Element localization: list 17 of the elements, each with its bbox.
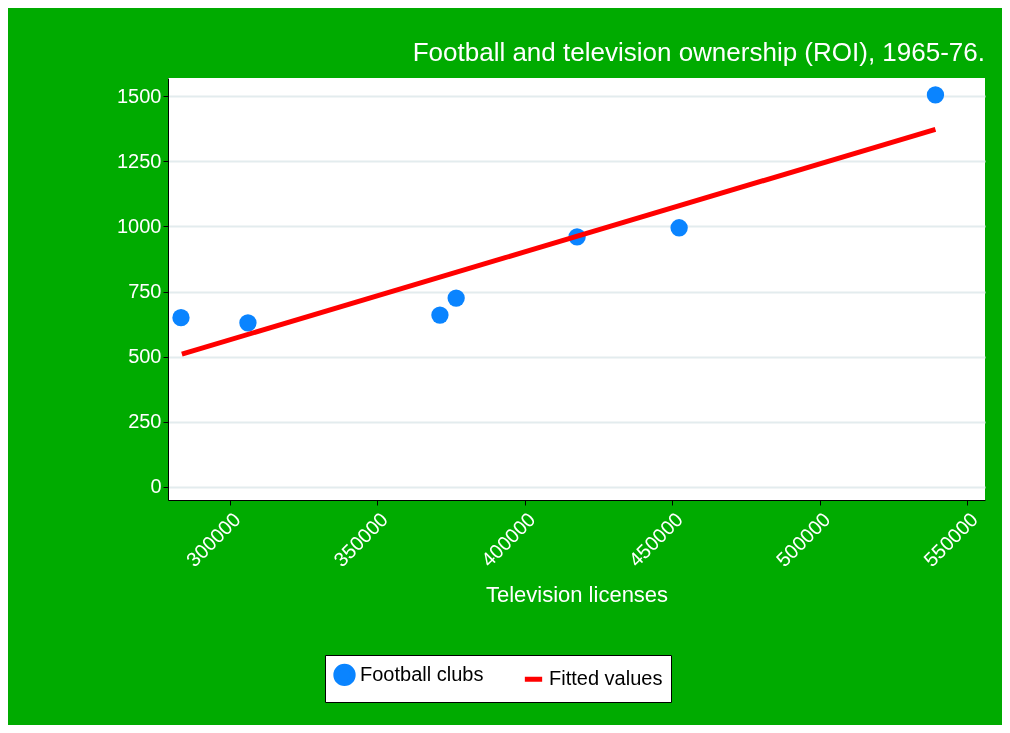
point (926, 86, 945, 104)
chart-title: Football and television ownership (ROI), 1965-76. (412, 37, 985, 67)
legend-label: Football clubs (360, 662, 484, 685)
point (431, 306, 449, 324)
legend-label: Fitted values (549, 667, 663, 690)
y-tick-label: 1500 (117, 84, 162, 107)
x-axis-title: Television licenses (485, 581, 669, 607)
y-tick-label: 250 (128, 410, 162, 433)
y-tick-label: 500 (128, 345, 162, 368)
y-tick-label: 0 (150, 475, 162, 498)
y-tick-label: 750 (128, 280, 162, 303)
point (239, 314, 257, 332)
y-tick-label: 1000 (117, 214, 162, 237)
point (172, 309, 190, 327)
point (670, 219, 688, 237)
point (447, 289, 465, 307)
y-tick-label: 1250 (117, 149, 162, 172)
